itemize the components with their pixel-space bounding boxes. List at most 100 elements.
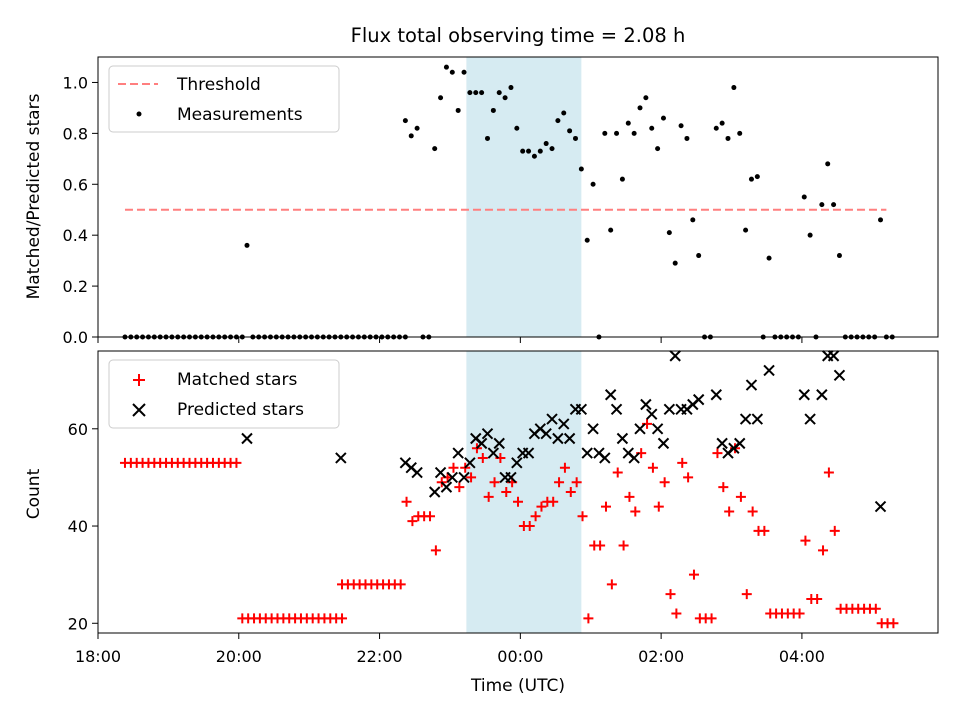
measurement-point (496, 90, 502, 96)
predicted-star-point (511, 457, 523, 469)
matched-star-point (448, 462, 459, 473)
measurement-point (719, 120, 725, 126)
predicted-star-point (692, 393, 705, 406)
predicted-star-point (657, 437, 670, 450)
legend-matched-label: Matched stars (177, 370, 297, 390)
measurement-point (608, 227, 614, 233)
predicted-star-point (763, 364, 775, 377)
matched-star-point (454, 482, 465, 493)
measurement-point (432, 146, 438, 152)
measurement-point (561, 110, 567, 116)
matched-star-point (659, 477, 670, 488)
measurement-point (602, 130, 608, 136)
bottom-y-ticks: 20 40 60 (68, 420, 98, 633)
top-y-tick-label: 1.0 (63, 73, 88, 92)
top-y-tick-label: 0.4 (63, 226, 88, 245)
measurement-point (449, 69, 455, 75)
matched-star-point (888, 618, 899, 629)
measurement-point (484, 135, 490, 141)
matched-star-point (559, 462, 570, 473)
matched-star-point (466, 472, 477, 483)
matched-star-point (536, 501, 547, 512)
bottom-x-ticks: 18:00 20:00 22:00 00:00 02:00 04:00 (75, 633, 825, 666)
matched-star-point (530, 511, 541, 522)
predicted-star-point (816, 389, 828, 401)
measurement-point (637, 105, 643, 111)
top-y-axis-label: Matched/Predicted stars (24, 93, 44, 299)
bottom-x-tick-label: 04:00 (779, 647, 825, 666)
bottom-x-tick-label: 20:00 (216, 647, 262, 666)
predicted-star-point (487, 447, 500, 459)
predicted-star-point (446, 471, 459, 484)
measurement-point (508, 85, 514, 91)
predicted-star-point (710, 389, 722, 401)
measurement-point (572, 135, 578, 141)
measurement-point (725, 135, 731, 141)
matched-star-point (618, 540, 629, 551)
top-legend: Threshold Measurements (108, 65, 340, 133)
matched-star-point (600, 501, 611, 512)
bottom-shaded-interval (466, 351, 582, 633)
matched-star-point (489, 477, 500, 488)
matched-star-point (624, 491, 635, 502)
measurement-point (549, 146, 555, 152)
predicted-star-point (616, 432, 629, 445)
measurement-point (819, 202, 825, 208)
measurement-point (520, 148, 526, 154)
bottom-y-axis-label: Count (24, 468, 44, 519)
measurement-point (543, 141, 549, 147)
matched-star-point (606, 579, 617, 590)
matched-star-point (483, 491, 494, 502)
predicted-star-point (640, 398, 652, 411)
top-legend-box (108, 65, 340, 133)
predicted-star-point (575, 403, 588, 416)
bottom-legend: Matched stars Predicted stars (108, 359, 340, 429)
predicted-star-point (540, 427, 552, 440)
measurement-point (590, 181, 596, 187)
matched-star-point (706, 613, 717, 624)
matched-star-point (513, 496, 523, 507)
matched-star-point (712, 448, 723, 459)
measurement-point (438, 95, 444, 101)
matched-star-point (653, 501, 664, 512)
measurement-point (678, 123, 684, 129)
matched-star-point (565, 487, 576, 497)
top-panel: Flux total observing time = 2.08 h Match… (24, 24, 939, 347)
measurement-point (531, 153, 537, 159)
predicted-star-point (798, 389, 810, 401)
measurement-point (490, 107, 496, 113)
bottom-x-tick-label: 22:00 (357, 647, 403, 666)
predicted-star-point (493, 437, 505, 450)
matched-star-point (683, 472, 694, 483)
measurement-point (655, 146, 661, 152)
measurement-point (402, 118, 408, 124)
matched-star-point (231, 457, 242, 468)
matched-star-point (823, 467, 834, 478)
predicted-star-point (745, 379, 758, 391)
matched-star-point (718, 482, 729, 493)
matched-star-point (735, 491, 746, 502)
predicted-star-point (739, 413, 752, 425)
predicted-star-point (475, 437, 488, 450)
measurement-point (555, 118, 561, 124)
measurement-point (748, 176, 754, 182)
matched-star-point (800, 535, 811, 546)
predicted-star-point (610, 403, 623, 416)
matched-star-point (430, 545, 441, 556)
matched-star-point (337, 613, 348, 624)
matched-star-point (477, 452, 488, 463)
top-y-tick-label: 0.2 (63, 277, 88, 296)
top-chart-title: Flux total observing time = 2.08 h (351, 24, 686, 47)
matched-star-point (671, 608, 682, 619)
predicted-star-point (604, 389, 617, 401)
bottom-panel: Count Time (UTC) 20 40 60 18:00 20:00 22:00 0… (24, 350, 939, 696)
measurement-point (731, 85, 737, 91)
predicted-star-point (411, 466, 423, 479)
measurement-point (443, 64, 449, 70)
bottom-y-tick-label: 40 (68, 517, 88, 536)
measurement-point (666, 230, 672, 236)
matched-star-point (794, 608, 805, 619)
bottom-x-tick-label: 02:00 (638, 647, 684, 666)
measurement-point (537, 148, 543, 154)
